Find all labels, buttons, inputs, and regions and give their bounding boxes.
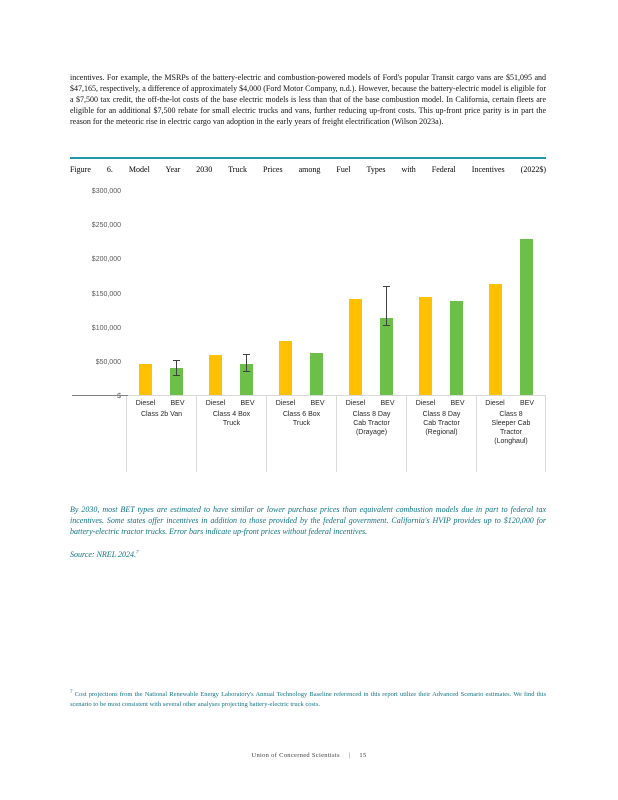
fuel-label: BEV xyxy=(380,400,395,407)
figure-title: Figure 6. Model Year 2030 Truck Prices a… xyxy=(70,165,546,174)
page-footer: Union of Concerned Scientists | 15 xyxy=(0,752,618,759)
fuel-label: Diesel xyxy=(485,400,505,407)
bar-pair xyxy=(476,191,546,396)
y-tick-label: $200,000 xyxy=(91,256,121,264)
figure-6-chart: $ $50,000 $100,000 $150,000 $200,000 $250,000… xyxy=(70,188,546,472)
fuel-label: BEV xyxy=(450,400,465,407)
y-tick-label: $300,000 xyxy=(91,188,121,195)
y-tick-label: $50,000 xyxy=(95,358,121,366)
fuel-label: BEV xyxy=(170,400,185,407)
footnote-text: Cost projections from the National Renew… xyxy=(70,691,547,709)
y-tick-label: $250,000 xyxy=(91,222,121,230)
fuel-label: Diesel xyxy=(205,400,226,407)
bev-bar xyxy=(170,360,183,395)
group-label: Class 8 Day Cab Tractor (Regional) xyxy=(422,411,461,436)
group-label: Class 8 Sleeper Cab Tractor (Longhaul) xyxy=(491,411,531,445)
fuel-label: BEV xyxy=(240,400,255,407)
diesel-bar xyxy=(349,299,362,395)
bar-pair xyxy=(266,191,336,396)
source-text: Source: NREL 2024. xyxy=(70,550,136,559)
bar-pair xyxy=(196,191,266,396)
fuel-type-labels: Diesel BEV xyxy=(197,400,266,407)
footer-page-number: 15 xyxy=(359,752,367,759)
fuel-type-labels: Diesel BEV xyxy=(337,400,406,407)
bar-group: Diesel BEV Class 8 Sleeper Cab Tractor (Longh… xyxy=(476,191,546,472)
group-label-area: Diesel BEV Class 8 Day Cab Tractor (Drayage) xyxy=(336,396,406,472)
bar-groups: Diesel BEV Class 2b Van Diesel BEV Class 4 Bo… xyxy=(126,191,546,472)
group-label: Class 4 Box Truck xyxy=(212,411,251,427)
body-paragraph: incentives. For example, the MSRPs of th… xyxy=(70,73,546,126)
bev-bar xyxy=(520,239,533,395)
fuel-type-labels: Diesel BEV xyxy=(127,400,196,407)
group-label-area: Diesel BEV Class 2b Van xyxy=(126,396,196,472)
bar-group: Diesel BEV Class 4 Box Truck xyxy=(196,191,266,472)
bar-group: Diesel BEV Class 8 Day Cab Tractor (Regional… xyxy=(406,191,476,472)
fuel-label: Diesel xyxy=(415,400,436,407)
diesel-bar xyxy=(419,297,432,395)
figure-caption: By 2030, most BET types are estimated to… xyxy=(70,505,546,536)
source-footnote-marker: 7 xyxy=(136,550,139,556)
group-label: Class 6 Box Truck xyxy=(282,411,321,427)
bev-bar xyxy=(450,301,463,395)
footer-separator: | xyxy=(348,752,351,759)
source-line: Source: NREL 2024.7 xyxy=(70,550,546,559)
bar-pair xyxy=(336,191,406,396)
footnote-marker: 7 xyxy=(70,690,73,695)
fuel-type-labels: Diesel BEV xyxy=(477,400,545,407)
fuel-label: Diesel xyxy=(275,400,296,407)
bev-bar xyxy=(310,353,323,395)
page-content: incentives. For example, the MSRPs of th… xyxy=(70,72,546,559)
fuel-label: Diesel xyxy=(345,400,366,407)
fuel-label: BEV xyxy=(310,400,325,407)
bar-group: Diesel BEV Class 8 Day Cab Tractor (Drayage) xyxy=(336,191,406,472)
footer-org: Union of Concerned Scientists xyxy=(251,752,340,759)
fuel-label: Diesel xyxy=(135,400,156,407)
fuel-type-labels: Diesel BEV xyxy=(267,400,336,407)
plot-area: Diesel BEV Class 2b Van Diesel BEV Class 4 Bo… xyxy=(126,191,546,472)
group-label: Class 2b Van xyxy=(140,411,183,418)
y-tick-label: $ xyxy=(117,393,121,400)
fuel-type-labels: Diesel BEV xyxy=(407,400,476,407)
fuel-label: BEV xyxy=(519,400,534,407)
bev-bar xyxy=(380,286,393,395)
group-label: Class 8 Day Cab Tractor (Drayage) xyxy=(352,411,391,436)
diesel-bar xyxy=(279,341,292,395)
y-tick-label: $100,000 xyxy=(91,324,121,332)
bar-pair xyxy=(126,191,196,396)
figure-divider-rule xyxy=(70,157,546,159)
group-label-area: Diesel BEV Class 6 Box Truck xyxy=(266,396,336,472)
error-bar xyxy=(173,360,180,376)
y-tick-label: $150,000 xyxy=(91,290,121,298)
bar-group: Diesel BEV Class 2b Van xyxy=(126,191,196,472)
bar-pair xyxy=(406,191,476,396)
diesel-bar xyxy=(489,284,502,395)
diesel-bar xyxy=(139,364,152,395)
error-bar xyxy=(383,286,390,326)
y-axis-labels: $ $50,000 $100,000 $150,000 $200,000 $250,000… xyxy=(70,188,128,400)
error-bar xyxy=(243,354,250,372)
bev-bar xyxy=(240,354,253,395)
group-label-area: Diesel BEV Class 8 Day Cab Tractor (Regional… xyxy=(406,396,476,472)
group-label-area: Diesel BEV Class 4 Box Truck xyxy=(196,396,266,472)
footnote: 7 Cost projections from the National Ren… xyxy=(70,688,546,710)
diesel-bar xyxy=(209,355,222,395)
group-label-area: Diesel BEV Class 8 Sleeper Cab Tractor (Longh… xyxy=(476,396,546,472)
bar-group: Diesel BEV Class 6 Box Truck xyxy=(266,191,336,472)
